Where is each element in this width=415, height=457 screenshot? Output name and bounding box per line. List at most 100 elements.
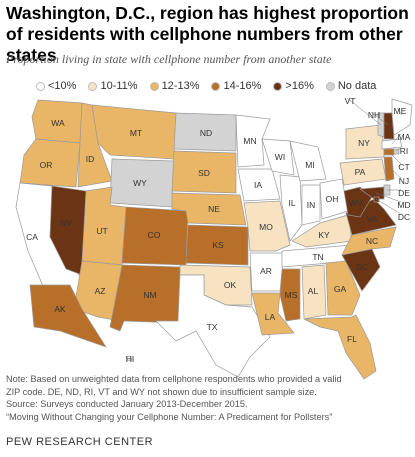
state-label-de: DE	[398, 188, 410, 198]
state-label-nd: ND	[200, 128, 212, 138]
state-al	[301, 264, 327, 320]
state-wv	[343, 186, 373, 218]
state-mi	[289, 140, 327, 182]
legend-swatch	[36, 81, 45, 91]
state-label-tx: TX	[207, 322, 218, 332]
state-nc	[341, 226, 397, 256]
chart-title: Washington, D.C., region has highest pro…	[6, 3, 409, 65]
state-ia	[237, 168, 281, 202]
state-ri	[393, 148, 400, 155]
state-nj	[383, 156, 395, 182]
map-legend: <10% 10-11% 12-13% 14-16% >16% No data	[36, 79, 376, 93]
state-label-oh: OH	[326, 194, 339, 204]
state-ak	[29, 284, 107, 348]
leader-line	[375, 198, 402, 215]
legend-item: <10%	[36, 79, 76, 93]
state-sd	[171, 150, 237, 194]
state-label-nc: NC	[366, 236, 378, 246]
state-label-az: AZ	[95, 286, 106, 296]
state-label-al: AL	[308, 286, 319, 296]
state-label-vt: VT	[345, 96, 356, 106]
footnote-report-title: “Moving Without Changing your Cellphone …	[6, 411, 333, 422]
legend-label: <10%	[48, 80, 77, 92]
state-la	[251, 292, 295, 336]
state-label-fl: FL	[347, 334, 357, 344]
state-label-ar: AR	[260, 266, 272, 276]
state-label-pa: PA	[355, 167, 366, 177]
state-label-wy: WY	[133, 178, 147, 188]
state-label-va: VA	[367, 214, 378, 224]
state-label-ca: CA	[26, 232, 38, 242]
state-tx	[155, 274, 271, 378]
state-label-la: LA	[265, 312, 276, 322]
state-label-il: IL	[288, 198, 295, 208]
state-label-ms: MS	[285, 290, 298, 300]
state-nd	[173, 112, 237, 152]
state-label-ga: GA	[334, 284, 347, 294]
state-or	[19, 138, 81, 188]
legend-label: 10-11%	[100, 80, 138, 92]
state-label-hi: HI	[126, 354, 135, 364]
state-label-mo: MO	[259, 222, 273, 232]
state-label-nv: NV	[60, 218, 72, 228]
legend-swatch	[88, 81, 98, 91]
state-label-id: ID	[86, 154, 95, 164]
state-ga	[325, 260, 361, 316]
leader-line	[370, 111, 389, 126]
state-label-ct: CT	[398, 162, 409, 172]
state-label-me: ME	[394, 106, 407, 116]
state-label-ne: NE	[208, 204, 220, 214]
state-label-dc: DC	[398, 212, 410, 222]
state-label-nm: NM	[143, 290, 156, 300]
legend-swatch	[325, 81, 335, 91]
legend-item: 10-11%	[88, 79, 138, 93]
state-label-wv: WV	[349, 198, 363, 208]
legend-label: 14-16%	[223, 80, 262, 92]
footnote: Note: Based on unweighted data from cell…	[6, 373, 410, 423]
leader-line	[346, 97, 382, 126]
footnote-source: Source: Surveys conducted January 2013-D…	[6, 399, 248, 409]
state-nv	[49, 185, 87, 276]
state-label-nh: NH	[368, 110, 380, 120]
state-wi	[261, 138, 295, 176]
legend-item: 12-13%	[149, 79, 199, 93]
leader-line	[391, 133, 402, 145]
legend-item: >16%	[273, 79, 314, 93]
state-label-ak: AK	[54, 304, 66, 314]
legend-swatch	[273, 81, 283, 91]
state-label-wi: WI	[275, 152, 285, 162]
state-label-co: CO	[148, 230, 161, 240]
state-label-sd: SD	[198, 168, 210, 178]
state-fl	[303, 314, 377, 380]
state-label-ma: MA	[398, 132, 411, 142]
chart-subtitle: Proportion living in state with cellphon…	[6, 52, 332, 66]
state-label-md: MD	[397, 200, 410, 210]
us-states-map: WA OR CA NV ID MT WY UT AZ CO NM ND SD NE KS OK TX MN IA MO…	[15, 96, 413, 380]
state-label-in: IN	[307, 200, 316, 210]
state-ks	[185, 224, 249, 266]
state-ms	[279, 268, 301, 322]
footnote-note-line-2: ZIP code. DE, ND, RI, VT and WY not show…	[6, 386, 317, 397]
legend-swatch	[149, 81, 159, 91]
state-label-wa: WA	[51, 118, 65, 128]
leader-line	[395, 147, 402, 152]
state-label-or: OR	[40, 160, 53, 170]
state-label-ia: IA	[254, 180, 262, 190]
state-nh	[383, 112, 395, 140]
state-label-ky: KY	[318, 230, 330, 240]
state-il	[279, 174, 303, 242]
state-label-mt: MT	[130, 128, 142, 138]
state-md	[359, 186, 385, 200]
state-ne	[171, 192, 247, 226]
legend-label: No data	[337, 80, 377, 92]
state-me	[391, 98, 413, 136]
state-label-ri: RI	[400, 146, 409, 156]
state-label-ut: UT	[96, 226, 107, 236]
state-hi	[125, 355, 133, 362]
leader-line	[396, 107, 403, 116]
state-label-mi: MI	[305, 160, 314, 170]
legend-item: 14-16%	[211, 79, 261, 93]
state-mo	[243, 200, 291, 252]
state-label-tn: TN	[312, 252, 323, 262]
state-label-ks: KS	[212, 240, 224, 250]
